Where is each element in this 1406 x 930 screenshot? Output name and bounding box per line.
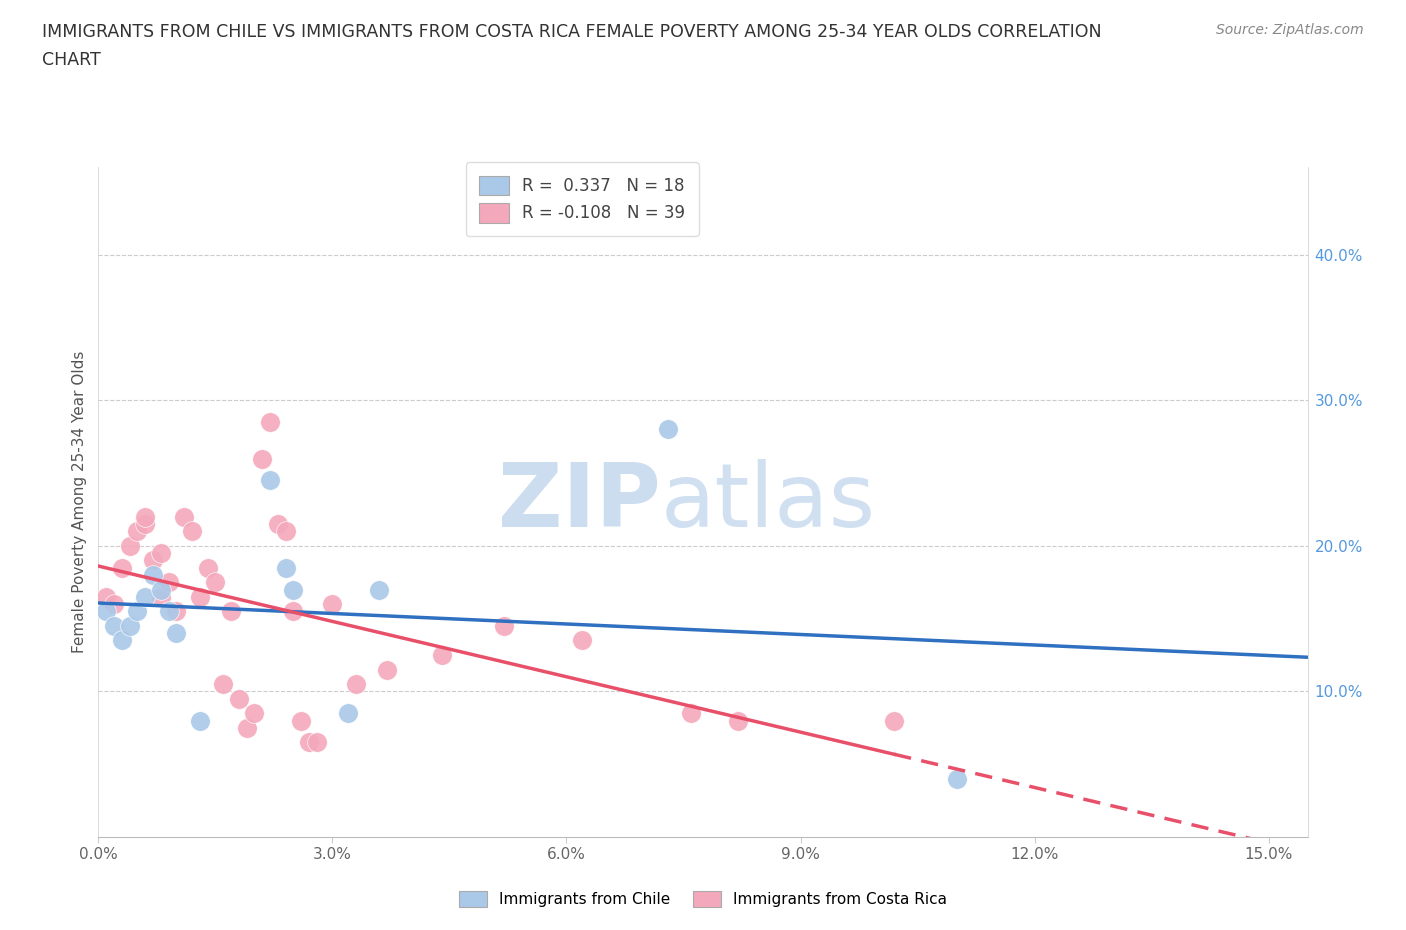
- Point: [157, 604, 180, 618]
- Point: [96, 590, 118, 604]
- Point: [727, 713, 749, 728]
- Point: [188, 713, 211, 728]
- Point: [283, 604, 305, 618]
- Point: [165, 604, 187, 618]
- Point: [134, 590, 156, 604]
- Point: [212, 677, 235, 692]
- Text: atlas: atlas: [661, 458, 876, 546]
- Point: [165, 626, 187, 641]
- Point: [188, 590, 211, 604]
- Point: [267, 516, 290, 531]
- Point: [96, 604, 118, 618]
- Point: [134, 510, 156, 525]
- Text: ZIP: ZIP: [498, 458, 661, 546]
- Point: [142, 567, 165, 582]
- Point: [111, 633, 134, 648]
- Point: [337, 706, 360, 721]
- Point: [118, 538, 141, 553]
- Point: [494, 618, 516, 633]
- Point: [368, 582, 391, 597]
- Text: Source: ZipAtlas.com: Source: ZipAtlas.com: [1216, 23, 1364, 37]
- Point: [321, 597, 343, 612]
- Point: [157, 575, 180, 590]
- Point: [883, 713, 905, 728]
- Point: [149, 590, 172, 604]
- Point: [657, 422, 679, 437]
- Text: CHART: CHART: [42, 51, 101, 69]
- Point: [259, 415, 281, 430]
- Point: [375, 662, 398, 677]
- Point: [118, 618, 141, 633]
- Point: [134, 516, 156, 531]
- Point: [204, 575, 226, 590]
- Point: [197, 560, 219, 575]
- Point: [571, 633, 593, 648]
- Point: [243, 706, 266, 721]
- Point: [290, 713, 312, 728]
- Point: [127, 524, 149, 538]
- Point: [228, 691, 250, 706]
- Point: [305, 735, 328, 750]
- Point: [681, 706, 703, 721]
- Point: [235, 721, 257, 736]
- Point: [181, 524, 204, 538]
- Point: [945, 771, 967, 786]
- Point: [149, 546, 172, 561]
- Text: IMMIGRANTS FROM CHILE VS IMMIGRANTS FROM COSTA RICA FEMALE POVERTY AMONG 25-34 Y: IMMIGRANTS FROM CHILE VS IMMIGRANTS FROM…: [42, 23, 1102, 41]
- Legend: R =  0.337   N = 18, R = -0.108   N = 39: R = 0.337 N = 18, R = -0.108 N = 39: [465, 163, 699, 236]
- Y-axis label: Female Poverty Among 25-34 Year Olds: Female Poverty Among 25-34 Year Olds: [72, 351, 87, 654]
- Point: [283, 582, 305, 597]
- Point: [173, 510, 195, 525]
- Point: [111, 560, 134, 575]
- Point: [430, 647, 453, 662]
- Point: [344, 677, 367, 692]
- Point: [259, 473, 281, 488]
- Point: [252, 451, 274, 466]
- Point: [298, 735, 321, 750]
- Point: [103, 618, 125, 633]
- Point: [149, 582, 172, 597]
- Point: [127, 604, 149, 618]
- Point: [274, 524, 297, 538]
- Legend: Immigrants from Chile, Immigrants from Costa Rica: Immigrants from Chile, Immigrants from C…: [453, 884, 953, 913]
- Point: [142, 553, 165, 568]
- Point: [219, 604, 242, 618]
- Point: [274, 560, 297, 575]
- Point: [103, 597, 125, 612]
